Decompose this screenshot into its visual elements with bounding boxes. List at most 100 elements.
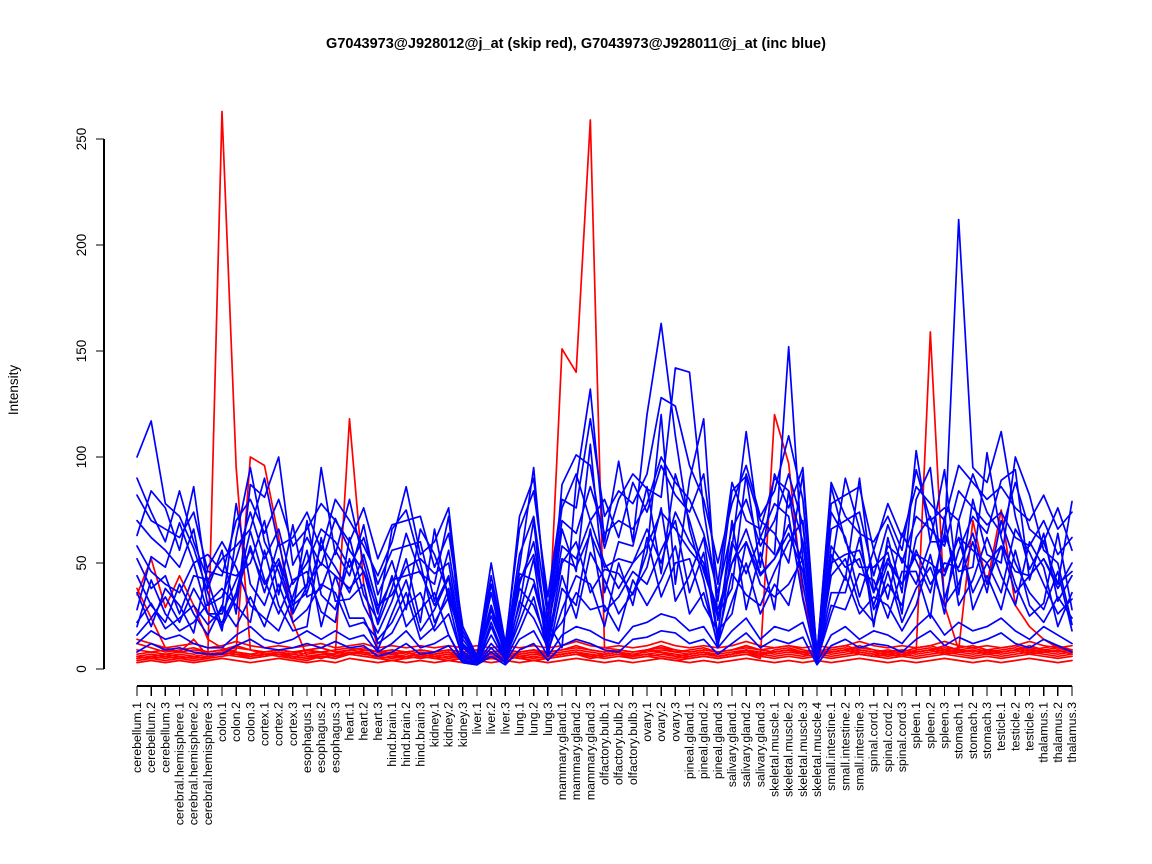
- x-tick-label: spinal.cord.2: [881, 702, 895, 772]
- x-tick-label: cerebellum.1: [130, 702, 144, 773]
- x-tick-label: skeletal.muscle.4: [810, 702, 824, 797]
- y-tick-label: 0: [74, 665, 89, 673]
- x-tick-label: cortex.2: [272, 702, 286, 746]
- x-tick-label: thalamus.2: [1051, 702, 1065, 763]
- series-line: [136, 456, 1073, 660]
- x-tick-label: lung.1: [513, 702, 527, 736]
- x-tick-label: mammary.gland.3: [583, 702, 597, 800]
- x-tick-label: olfactory.bulb.2: [612, 702, 626, 785]
- x-tick-label: salivary.gland.3: [753, 702, 767, 787]
- series-line: [136, 515, 1073, 664]
- x-tick-label: colon.3: [243, 702, 257, 742]
- x-tick-label: hind.brain.1: [385, 702, 399, 767]
- x-tick-label: spleen.2: [923, 702, 937, 749]
- x-tick-label: kidney.3: [456, 702, 470, 747]
- x-tick-label: stomach.2: [966, 702, 980, 759]
- x-tick-label: spleen.3: [938, 702, 952, 749]
- series-line: [136, 613, 1073, 666]
- x-tick-label: olfactory.bulb.1: [598, 702, 612, 785]
- x-tick-label: spinal.cord.3: [895, 702, 909, 772]
- x-tick-label: liver.3: [498, 702, 512, 734]
- x-tick-label: lung.3: [541, 702, 555, 736]
- x-tick-label: kidney.2: [442, 702, 456, 747]
- x-tick-label: thalamus.3: [1065, 702, 1079, 763]
- x-tick-label: thalamus.1: [1037, 702, 1051, 763]
- x-tick-label: heart.2: [357, 702, 371, 741]
- x-tick-label: cerebellum.3: [158, 702, 172, 773]
- x-tick-label: spinal.cord.1: [867, 702, 881, 772]
- x-tick-label: kidney.1: [428, 702, 442, 747]
- x-tick-label: testicle.3: [1023, 702, 1037, 751]
- x-tick-label: esophagus.1: [300, 702, 314, 773]
- series-layer: [136, 110, 1073, 666]
- x-tick-label: liver.2: [484, 702, 498, 734]
- series-line: [136, 396, 1073, 658]
- x-tick-label: cerebral.hemisphere.1: [173, 702, 187, 825]
- series-line: [136, 413, 1073, 664]
- x-tick-label: skeletal.muscle.2: [782, 702, 796, 797]
- x-tick-label: hind.brain.3: [413, 702, 427, 767]
- x-tick-label: stomach.1: [952, 702, 966, 759]
- x-tick-labels: cerebellum.1 cerebellum.2 cerebellum.3 cere…: [130, 702, 1079, 825]
- x-tick-label: cortex.1: [258, 702, 272, 746]
- y-tick-label: 100: [74, 446, 89, 469]
- x-tick-label: olfactory.bulb.3: [626, 702, 640, 785]
- y-axis-title: Intensity: [6, 365, 21, 416]
- x-tick-label: skeletal.muscle.1: [768, 702, 782, 797]
- series-line: [136, 464, 1073, 660]
- x-tick-label: small.intestine.1: [824, 702, 838, 791]
- x-tick-label: colon.1: [215, 702, 229, 742]
- series-line: [136, 651, 1073, 658]
- series-line: [136, 657, 1073, 664]
- series-line: [136, 218, 1073, 662]
- y-tick-label: 150: [74, 340, 89, 363]
- x-tick-label: pineal.gland.2: [697, 702, 711, 779]
- series-line: [136, 490, 1073, 666]
- x-tick-label: testicle.2: [1008, 702, 1022, 751]
- x-tick-label: liver.1: [470, 702, 484, 734]
- y-axis: 0 50 100 150 200 250: [74, 128, 105, 673]
- x-tick-label: cerebral.hemisphere.2: [187, 702, 201, 825]
- series-line: [136, 511, 1073, 662]
- chart-title: G7043973@J928012@j_at (skip red), G70439…: [326, 36, 826, 52]
- series-line: [136, 443, 1073, 660]
- x-tick-label: pineal.gland.3: [711, 702, 725, 779]
- series-line: [136, 519, 1073, 664]
- y-tick-label: 200: [74, 234, 89, 257]
- x-tick-label: mammary.gland.2: [569, 702, 583, 800]
- x-tick-label: ovary.2: [654, 702, 668, 742]
- series-line: [136, 649, 1073, 656]
- x-tick-label: spleen.1: [909, 702, 923, 749]
- x-tick-label: hind.brain.2: [399, 702, 413, 767]
- x-tick-label: heart.1: [343, 702, 357, 741]
- x-tick-label: lung.2: [527, 702, 541, 736]
- x-tick-label: esophagus.3: [328, 702, 342, 773]
- y-tick-label: 50: [74, 555, 89, 570]
- x-tick-label: ovary.1: [640, 702, 654, 742]
- x-tick-label: cortex.3: [286, 702, 300, 746]
- x-tick-label: esophagus.2: [314, 702, 328, 773]
- series-line: [136, 519, 1073, 666]
- x-tick-label: salivary.gland.2: [739, 702, 753, 787]
- x-tick-label: testicle.1: [994, 702, 1008, 751]
- x-tick-label: mammary.gland.1: [555, 702, 569, 800]
- x-tick-label: small.intestine.3: [853, 702, 867, 791]
- x-tick-label: cerebral.hemisphere.3: [201, 702, 215, 825]
- x-tick-label: colon.2: [229, 702, 243, 742]
- x-tick-label: pineal.gland.1: [683, 702, 697, 779]
- x-tick-label: heart.3: [371, 702, 385, 741]
- x-tick-label: salivary.gland.1: [725, 702, 739, 787]
- x-tick-label: small.intestine.2: [838, 702, 852, 791]
- y-tick-label: 250: [74, 128, 89, 151]
- series-line: [136, 367, 1073, 662]
- series-line: [136, 511, 1073, 662]
- x-tick-label: cerebellum.2: [144, 702, 158, 773]
- x-tick-label: skeletal.muscle.3: [796, 702, 810, 797]
- x-tick-label: ovary.3: [668, 702, 682, 742]
- x-tick-label: stomach.3: [980, 702, 994, 759]
- x-axis: [136, 685, 1073, 696]
- series-line: [136, 653, 1073, 660]
